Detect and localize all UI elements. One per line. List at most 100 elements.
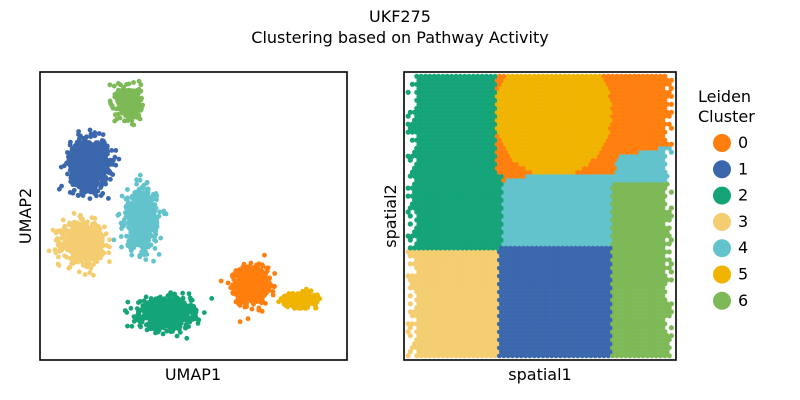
umap-point-cluster-3	[73, 235, 79, 241]
umap-point-cluster-1	[69, 175, 75, 180]
umap-point-cluster-1	[96, 131, 102, 136]
umap-point-cluster-0	[250, 268, 255, 274]
umap-point-cluster-0	[237, 276, 243, 282]
umap-point-cluster-3	[100, 233, 106, 239]
umap-point-cluster-2	[128, 305, 134, 311]
umap-point-cluster-4	[138, 238, 143, 244]
umap-point-cluster-2	[193, 310, 199, 315]
umap-point-cluster-5	[303, 298, 308, 303]
umap-point-cluster-2	[180, 295, 186, 301]
umap-point-cluster-1	[116, 156, 122, 162]
umap-point-cluster-1	[82, 144, 88, 150]
umap-points	[46, 78, 323, 341]
umap-point-cluster-1	[59, 183, 64, 189]
umap-point-cluster-4	[156, 213, 162, 219]
umap-point-cluster-4	[136, 204, 141, 210]
umap-point-cluster-4	[119, 193, 125, 199]
umap-point-cluster-3	[71, 243, 76, 249]
umap-point-cluster-2	[145, 300, 151, 305]
umap-point-cluster-2	[174, 303, 180, 309]
umap-point-cluster-3	[77, 221, 83, 227]
umap-point-cluster-1	[76, 152, 82, 158]
umap-point-cluster-0	[261, 290, 267, 296]
umap-point-cluster-1	[82, 155, 88, 161]
umap-point-cluster-3	[62, 233, 68, 239]
umap-point-cluster-3	[97, 226, 103, 232]
umap-point-cluster-6	[129, 121, 135, 127]
umap-point-cluster-3	[66, 265, 72, 271]
umap-point-cluster-1	[110, 162, 116, 167]
umap-point-cluster-3	[77, 244, 83, 249]
umap-point-cluster-0	[256, 261, 262, 267]
umap-point-cluster-4	[150, 212, 156, 217]
umap-point-cluster-2	[137, 318, 143, 324]
umap-point-cluster-4	[153, 226, 159, 232]
umap-point-cluster-0	[255, 281, 260, 286]
umap-point-cluster-1	[113, 148, 119, 153]
umap-point-cluster-5	[297, 297, 302, 303]
umap-point-cluster-2	[175, 309, 181, 315]
umap-point-cluster-0	[270, 289, 276, 294]
umap-point-cluster-1	[104, 169, 110, 175]
umap-point-cluster-2	[161, 312, 166, 318]
umap-point-cluster-3	[92, 216, 98, 221]
umap-point-cluster-2	[131, 318, 137, 324]
umap-point-cluster-3	[67, 256, 73, 261]
umap-point-cluster-3	[64, 254, 70, 260]
umap-point-cluster-6	[135, 96, 141, 102]
umap-point-cluster-4	[153, 231, 159, 237]
umap-point-cluster-1	[94, 160, 99, 166]
umap-point-cluster-4	[149, 202, 155, 207]
umap-point-cluster-1	[69, 147, 75, 153]
umap-point-cluster-3	[104, 243, 109, 248]
umap-point-cluster-3	[92, 247, 98, 253]
umap-point-cluster-2	[183, 325, 189, 331]
umap-point-cluster-3	[98, 255, 103, 261]
umap-point-cluster-0	[253, 277, 259, 282]
umap-point-cluster-3	[76, 269, 82, 275]
umap-point-cluster-2	[154, 321, 160, 327]
umap-point-cluster-1	[93, 189, 98, 195]
umap-point-cluster-3	[100, 242, 105, 247]
umap-point-cluster-0	[242, 288, 248, 293]
umap-point-cluster-6	[138, 82, 144, 88]
umap-point-cluster-1	[87, 157, 92, 163]
figure-subtitle: Clustering based on Pathway Activity	[251, 28, 548, 47]
umap-point-cluster-6	[111, 83, 117, 89]
umap-point-cluster-0	[264, 268, 270, 274]
umap-point-cluster-2	[124, 310, 130, 315]
umap-point-cluster-4	[154, 197, 159, 203]
umap-point-cluster-3	[106, 250, 111, 256]
umap-point-cluster-2	[168, 290, 174, 296]
umap-point-cluster-4	[140, 194, 146, 200]
umap-point-cluster-4	[130, 201, 136, 207]
umap-point-cluster-3	[102, 224, 107, 230]
umap-point-cluster-0	[256, 305, 262, 311]
umap-point-cluster-1	[80, 193, 86, 199]
umap-point-cluster-3	[95, 231, 101, 237]
umap-point-cluster-1	[73, 173, 79, 179]
umap-point-cluster-0	[237, 319, 243, 325]
umap-point-cluster-1	[108, 176, 113, 182]
umap-point-cluster-3	[52, 247, 58, 253]
umap-point-cluster-1	[93, 180, 99, 186]
umap-point-cluster-0	[262, 252, 267, 258]
umap-point-cluster-2	[134, 306, 140, 311]
umap-point-cluster-4	[146, 196, 152, 202]
umap-point-cluster-1	[81, 165, 87, 171]
umap-point-cluster-4	[118, 234, 124, 239]
umap-point-cluster-1	[106, 196, 111, 201]
umap-point-cluster-2	[145, 315, 151, 321]
umap-point-cluster-2	[189, 297, 195, 303]
umap-point-cluster-4	[141, 252, 147, 258]
umap-point-cluster-0	[266, 284, 272, 289]
umap-point-cluster-2	[129, 323, 135, 329]
umap-point-cluster-4	[143, 205, 148, 211]
umap-point-cluster-4	[142, 228, 148, 234]
umap-point-cluster-6	[107, 98, 113, 104]
umap-point-cluster-3	[84, 261, 89, 266]
umap-point-cluster-4	[156, 252, 162, 257]
umap-point-cluster-3	[92, 241, 98, 247]
umap-point-cluster-1	[75, 192, 81, 198]
umap-point-cluster-4	[111, 237, 117, 243]
